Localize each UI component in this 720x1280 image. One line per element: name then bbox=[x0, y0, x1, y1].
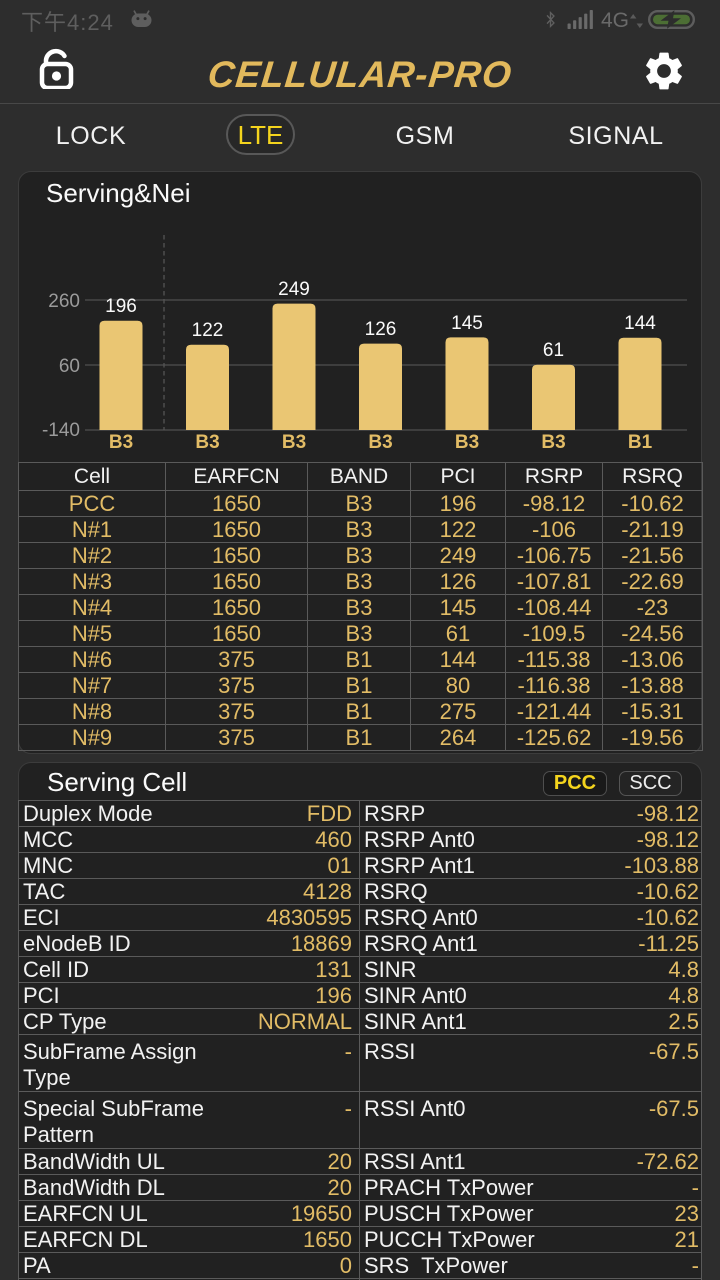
svg-text:144: 144 bbox=[624, 313, 656, 334]
svg-text:61: 61 bbox=[543, 340, 564, 361]
svg-text:249: 249 bbox=[278, 279, 310, 300]
svg-text:260: 260 bbox=[48, 291, 80, 312]
svg-text:B3: B3 bbox=[109, 432, 133, 453]
svg-text:B3: B3 bbox=[195, 432, 219, 453]
svg-text:B3: B3 bbox=[455, 432, 479, 453]
svg-text:B3: B3 bbox=[282, 432, 306, 453]
svg-text:122: 122 bbox=[192, 320, 224, 341]
svg-text:-140: -140 bbox=[42, 420, 80, 441]
svg-text:196: 196 bbox=[105, 296, 137, 317]
svg-text:60: 60 bbox=[59, 356, 80, 377]
svg-text:B3: B3 bbox=[541, 432, 565, 453]
svg-text:B3: B3 bbox=[368, 432, 392, 453]
svg-text:126: 126 bbox=[365, 319, 397, 340]
svg-text:145: 145 bbox=[451, 313, 483, 334]
svg-text:B1: B1 bbox=[628, 432, 653, 453]
